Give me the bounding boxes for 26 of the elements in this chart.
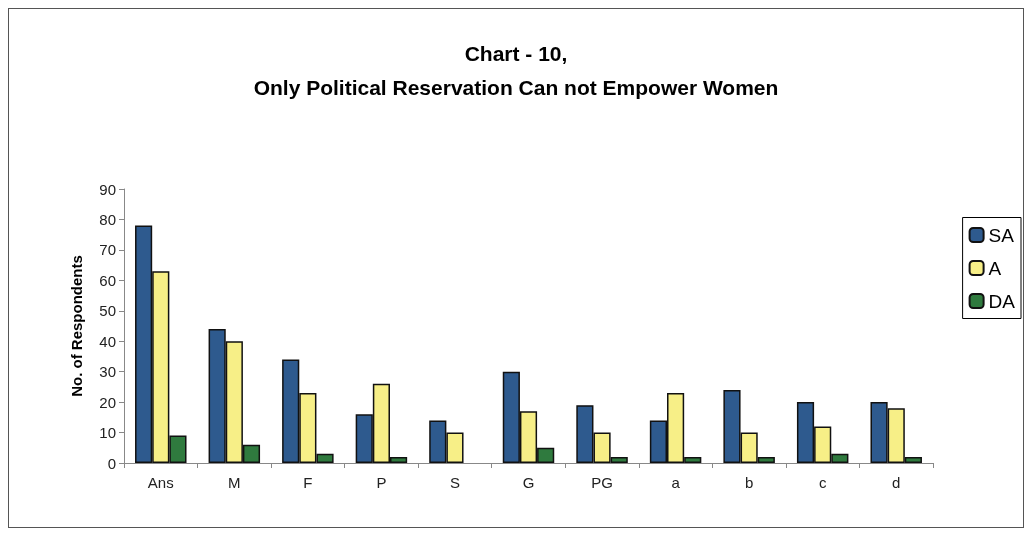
y-tick-label: 10 bbox=[99, 424, 116, 442]
x-tick-label: a bbox=[671, 474, 681, 491]
y-tick-label: 50 bbox=[99, 302, 116, 320]
x-tick-label: G bbox=[522, 474, 535, 491]
legend-label: A bbox=[988, 257, 1002, 279]
x-tick-label: PG bbox=[591, 474, 613, 491]
y-tick-label: 80 bbox=[99, 210, 116, 228]
x-tick-label: S bbox=[449, 474, 460, 491]
y-tick-label: 30 bbox=[99, 363, 116, 381]
chart-title: Chart - 10, Only Political Reservation Can not Empower Women bbox=[253, 41, 779, 99]
y-tick-label: 90 bbox=[99, 180, 116, 198]
legend-label: DA bbox=[988, 290, 1016, 312]
y-tick-label: 70 bbox=[99, 241, 116, 259]
x-tick-label: d bbox=[892, 474, 901, 491]
y-tick-label: 40 bbox=[99, 332, 116, 350]
y-tick-label: 0 bbox=[107, 454, 116, 472]
legend-label: SA bbox=[988, 224, 1015, 246]
x-tick-label: Ans bbox=[147, 474, 174, 491]
x-tick-label: F bbox=[303, 474, 313, 491]
y-axis-title: No. of Respondents bbox=[68, 255, 85, 397]
x-tick-label: M bbox=[228, 474, 241, 491]
x-tick-label: b bbox=[744, 474, 754, 491]
x-tick-label: P bbox=[376, 474, 387, 491]
y-tick-label: 60 bbox=[99, 271, 116, 289]
y-tick-label: 20 bbox=[99, 393, 116, 411]
x-tick-label: c bbox=[818, 474, 827, 491]
